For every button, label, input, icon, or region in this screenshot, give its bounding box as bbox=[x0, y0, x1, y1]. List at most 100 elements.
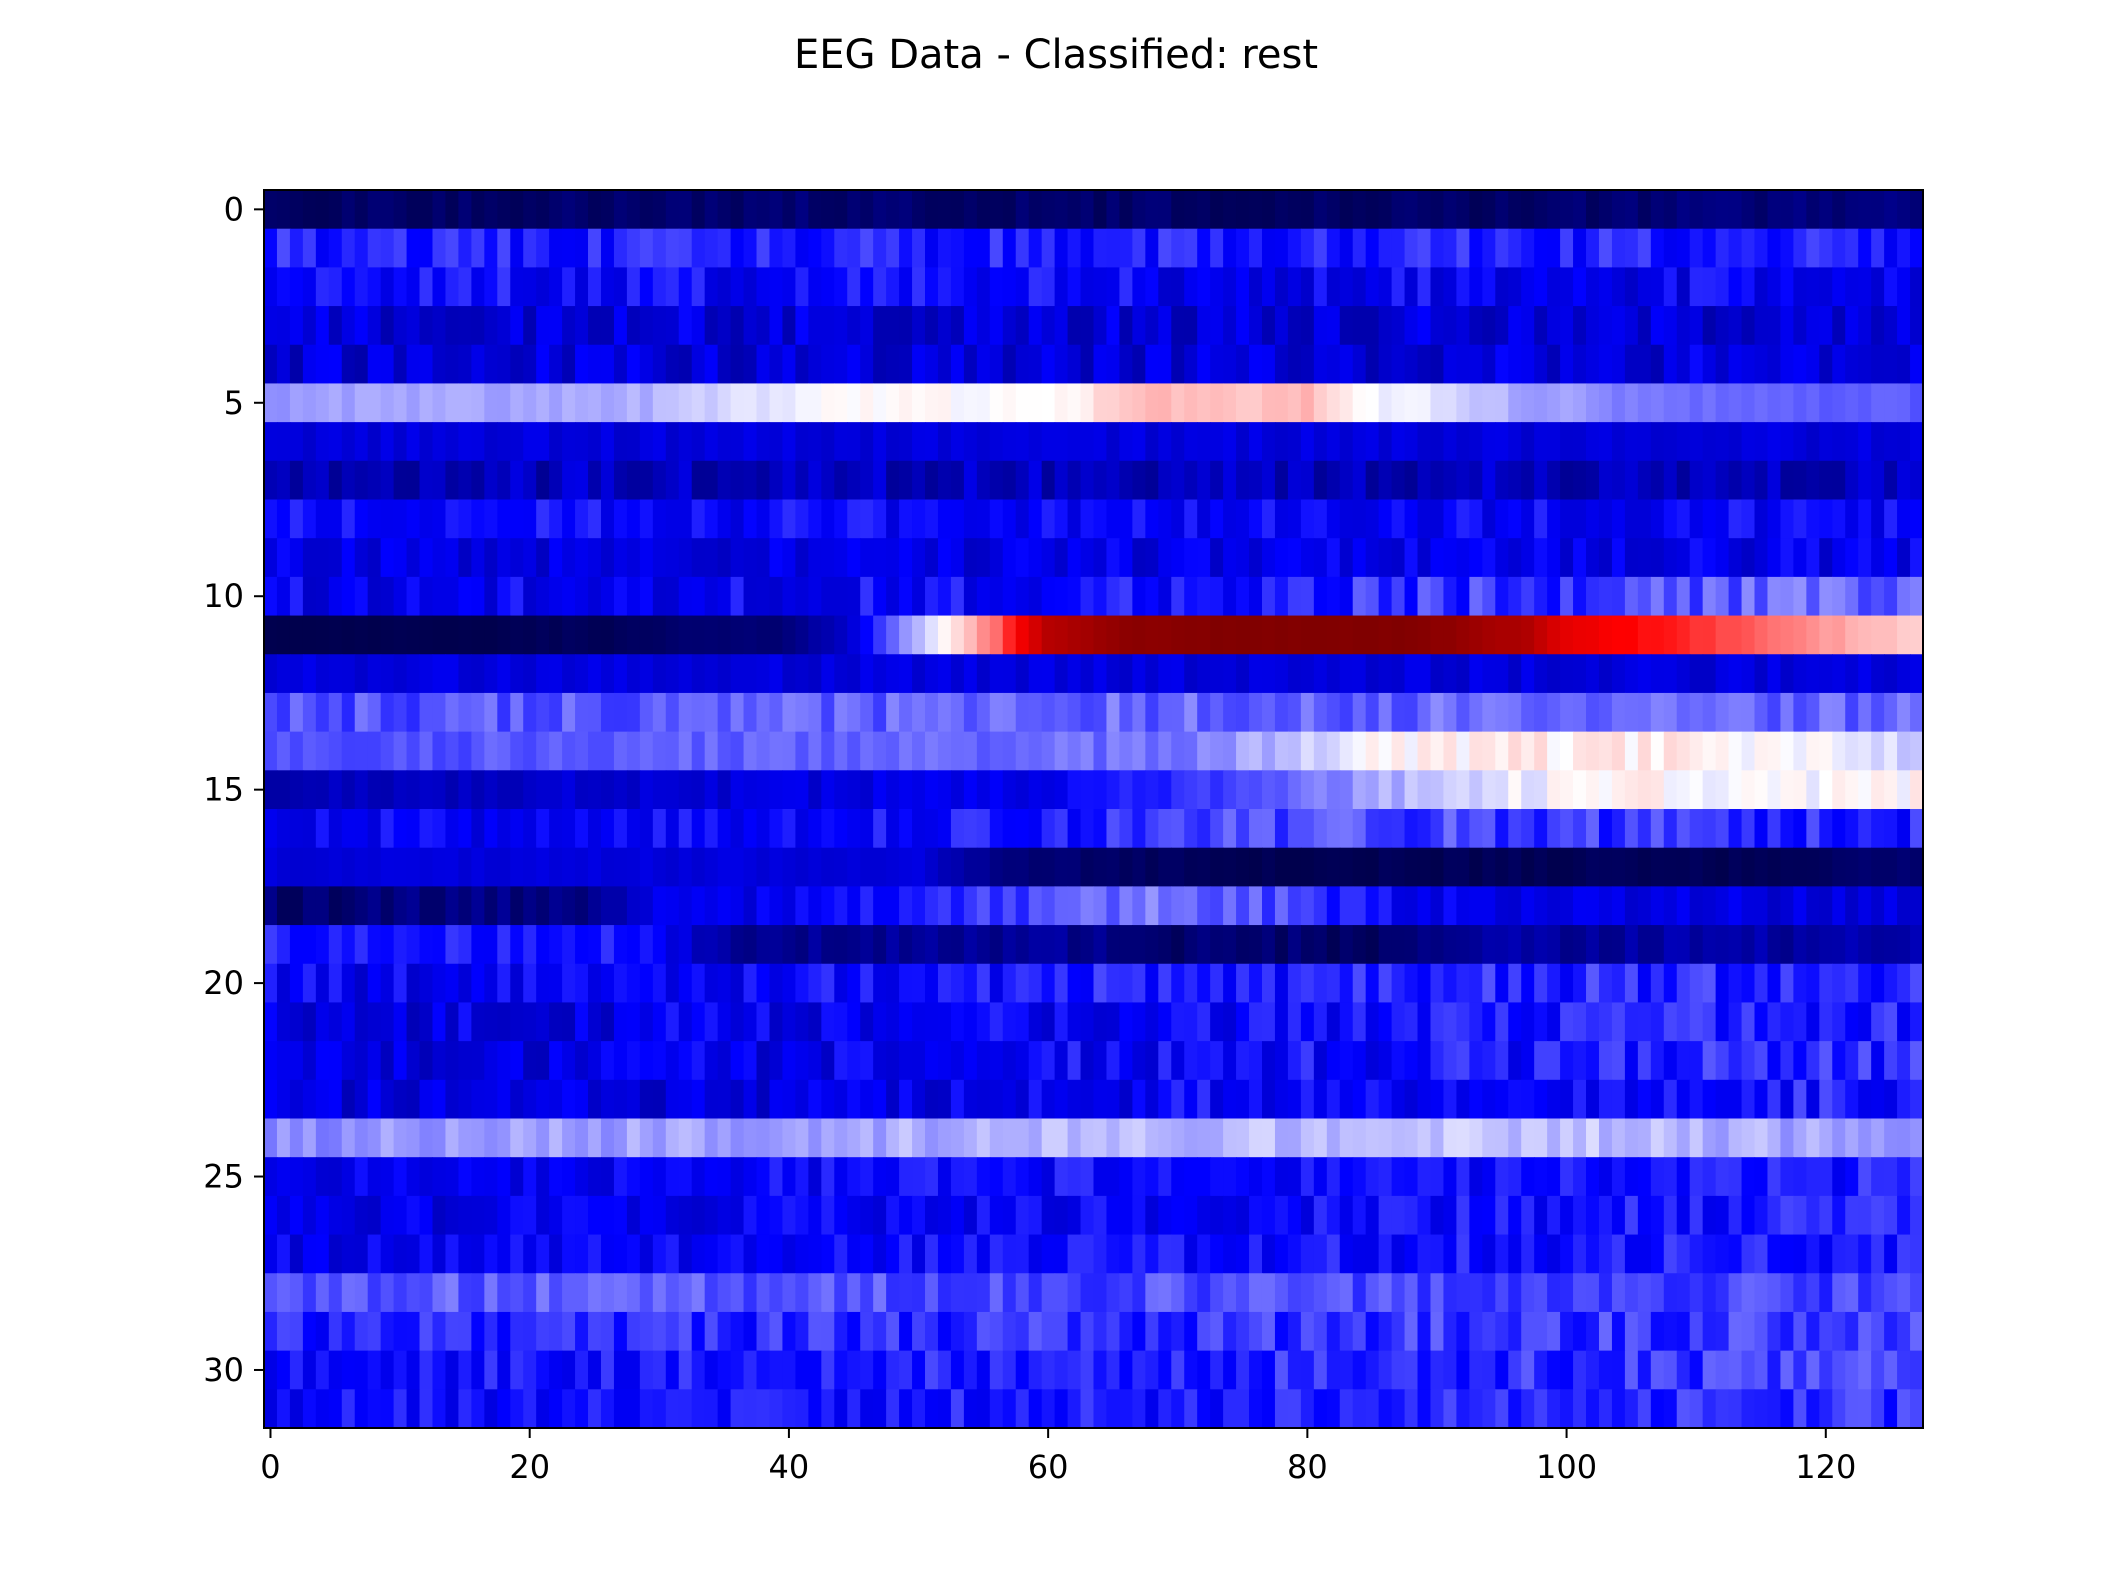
heatmap-cell bbox=[1223, 499, 1237, 539]
heatmap-cell bbox=[1702, 615, 1717, 655]
heatmap-cell bbox=[1417, 1273, 1432, 1313]
heatmap-cell bbox=[289, 499, 304, 539]
heatmap-cell bbox=[549, 1157, 563, 1197]
heatmap-cell bbox=[1728, 692, 1743, 733]
heatmap-cell bbox=[1326, 654, 1341, 694]
heatmap-cell bbox=[1456, 1350, 1470, 1390]
heatmap-cell bbox=[1598, 886, 1613, 926]
heatmap-cell bbox=[626, 1234, 641, 1274]
heatmap-cell bbox=[1741, 731, 1756, 771]
heatmap-cell bbox=[575, 190, 589, 230]
heatmap-cell bbox=[380, 1002, 395, 1042]
heatmap-cell bbox=[1897, 1079, 1911, 1120]
heatmap-cell bbox=[1261, 383, 1276, 423]
heatmap-cell bbox=[432, 770, 447, 810]
heatmap-cell bbox=[717, 538, 732, 578]
heatmap-cell bbox=[1624, 692, 1639, 733]
heatmap-cell bbox=[1417, 190, 1432, 230]
heatmap-cell bbox=[1145, 1079, 1159, 1120]
heatmap-cell bbox=[743, 1350, 758, 1390]
heatmap-cell bbox=[1184, 1002, 1198, 1042]
heatmap-cell bbox=[471, 538, 485, 578]
heatmap-cell bbox=[1261, 422, 1276, 462]
heatmap-cell bbox=[1249, 1273, 1263, 1313]
heatmap-cell bbox=[1702, 228, 1717, 268]
x-tick-label: 80 bbox=[1287, 1448, 1328, 1486]
heatmap-cell bbox=[704, 963, 719, 1004]
heatmap-cell bbox=[925, 344, 939, 385]
heatmap-cell bbox=[1806, 460, 1820, 501]
heatmap-cell bbox=[925, 731, 939, 771]
heatmap-cell bbox=[588, 1195, 602, 1236]
heatmap-cell bbox=[717, 228, 732, 268]
heatmap-cell bbox=[1197, 886, 1211, 926]
heatmap-cell bbox=[1443, 538, 1458, 578]
heatmap-cell bbox=[1365, 731, 1380, 771]
heatmap-cell bbox=[1236, 1118, 1250, 1158]
heatmap-cell bbox=[652, 1389, 667, 1429]
heatmap-cell bbox=[380, 770, 395, 810]
heatmap-cell bbox=[562, 383, 576, 423]
heatmap-cell bbox=[1313, 925, 1328, 965]
heatmap-cell bbox=[626, 615, 641, 655]
heatmap-cell bbox=[1521, 847, 1535, 887]
heatmap-cell bbox=[393, 654, 408, 694]
heatmap-cell bbox=[717, 1157, 732, 1197]
heatmap-cell bbox=[652, 886, 667, 926]
heatmap-cell bbox=[458, 963, 472, 1004]
heatmap-cell bbox=[1560, 422, 1574, 462]
heatmap-cell bbox=[717, 770, 732, 810]
heatmap-cell bbox=[328, 692, 343, 733]
heatmap-cell bbox=[1819, 615, 1833, 655]
heatmap-cell bbox=[756, 731, 771, 771]
heatmap-cell bbox=[367, 306, 382, 346]
heatmap-cell bbox=[1793, 615, 1807, 655]
heatmap-cell bbox=[1430, 654, 1445, 694]
heatmap-cell bbox=[315, 615, 330, 655]
heatmap-cell bbox=[795, 1041, 809, 1081]
heatmap-cell bbox=[380, 847, 395, 887]
heatmap-cell bbox=[860, 422, 874, 462]
heatmap-cell bbox=[562, 1041, 576, 1081]
heatmap-cell bbox=[419, 383, 434, 423]
heatmap-cell bbox=[536, 1195, 550, 1236]
heatmap-cell bbox=[523, 344, 537, 385]
heatmap-cell bbox=[743, 1311, 758, 1352]
heatmap-cell bbox=[523, 654, 537, 694]
heatmap-cell bbox=[1624, 422, 1639, 462]
heatmap-cell bbox=[1871, 925, 1885, 965]
heatmap-cell bbox=[1015, 460, 1030, 501]
heatmap-cell bbox=[1210, 1079, 1224, 1120]
heatmap-cell bbox=[1041, 576, 1056, 617]
heatmap-cell bbox=[588, 809, 602, 849]
heatmap-cell bbox=[756, 1002, 771, 1042]
heatmap-cell bbox=[989, 692, 1004, 733]
heatmap-cell bbox=[1689, 692, 1704, 733]
heatmap-cell bbox=[1365, 306, 1380, 346]
heatmap-cell bbox=[950, 422, 965, 462]
heatmap-cell bbox=[1119, 1195, 1133, 1236]
heatmap-cell bbox=[847, 1350, 861, 1390]
heatmap-cell bbox=[1624, 963, 1639, 1004]
heatmap-cell bbox=[847, 847, 861, 887]
heatmap-cell bbox=[1637, 1041, 1652, 1081]
heatmap-cell bbox=[536, 538, 550, 578]
heatmap-cell bbox=[1495, 809, 1509, 849]
heatmap-cell bbox=[1443, 576, 1458, 617]
heatmap-cell bbox=[925, 1079, 939, 1120]
heatmap-cell bbox=[549, 499, 563, 539]
heatmap-cell bbox=[808, 1079, 822, 1120]
heatmap-cell bbox=[1067, 1389, 1082, 1429]
heatmap-cell bbox=[937, 886, 952, 926]
heatmap-cell bbox=[1430, 615, 1445, 655]
heatmap-cell bbox=[289, 615, 304, 655]
heatmap-cell bbox=[549, 809, 563, 849]
heatmap-cell bbox=[976, 499, 991, 539]
heatmap-cell bbox=[510, 1041, 524, 1081]
heatmap-cell bbox=[1223, 422, 1237, 462]
heatmap-cell bbox=[315, 576, 330, 617]
heatmap-cell bbox=[652, 499, 667, 539]
heatmap-cell bbox=[1119, 1041, 1133, 1081]
heatmap-cell bbox=[1663, 1350, 1678, 1390]
heatmap-cell bbox=[704, 1389, 719, 1429]
